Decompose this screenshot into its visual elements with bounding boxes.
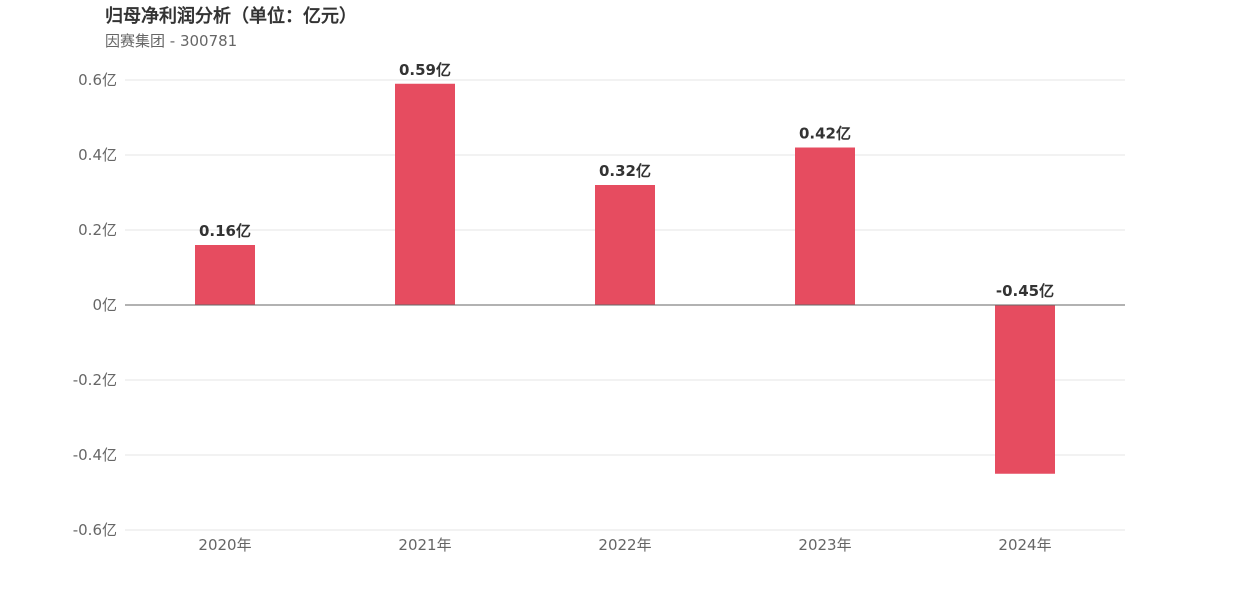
y-axis-tick-labels: 0.6亿 0.4亿 0.2亿 0亿 -0.2亿 -0.4亿 -0.6亿 [73, 71, 117, 539]
bar-4 [995, 305, 1055, 474]
chart-title: 归母净利润分析（单位：亿元） [105, 6, 357, 27]
bar-data-label: 0.32亿 [599, 162, 651, 180]
x-tick-label: 2021年 [398, 536, 451, 554]
y-tick-label: 0.6亿 [78, 71, 117, 89]
x-tick-label: 2023年 [798, 536, 851, 554]
y-tick-label: 0亿 [92, 296, 117, 314]
bar-3 [795, 147, 855, 305]
bar-data-label: -0.45亿 [996, 282, 1054, 300]
grid-lines [125, 79, 1125, 531]
bar-data-label: 0.16亿 [199, 222, 251, 240]
bar-2 [595, 185, 655, 305]
bar-data-label: 0.59亿 [399, 61, 451, 79]
x-tick-label: 2022年 [598, 536, 651, 554]
bar-data-label: 0.42亿 [799, 125, 851, 143]
bar-data-labels: 0.16亿 0.59亿 0.32亿 0.42亿 -0.45亿 [199, 61, 1054, 300]
y-tick-label: -0.6亿 [73, 521, 117, 539]
bar-0 [195, 245, 255, 305]
x-tick-label: 2020年 [198, 536, 251, 554]
y-tick-label: 0.2亿 [78, 221, 117, 239]
bar-1 [395, 83, 455, 305]
y-tick-label: -0.2亿 [73, 371, 117, 389]
y-tick-label: -0.4亿 [73, 446, 117, 464]
x-axis-tick-labels: 2020年 2021年 2022年 2023年 2024年 [198, 536, 1051, 554]
y-tick-label: 0.4亿 [78, 146, 117, 164]
chart-subtitle: 因赛集团 - 300781 [105, 32, 238, 50]
bars [195, 83, 1055, 474]
x-tick-label: 2024年 [998, 536, 1051, 554]
